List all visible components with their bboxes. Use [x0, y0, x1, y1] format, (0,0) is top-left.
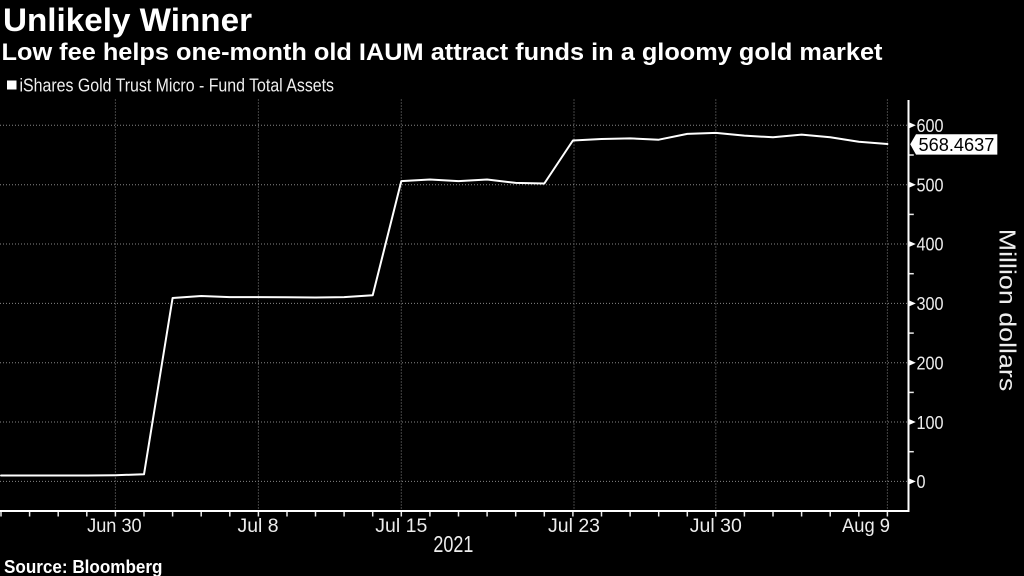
svg-text:600: 600: [917, 115, 944, 136]
svg-text:100: 100: [917, 412, 944, 433]
svg-text:Jul 15: Jul 15: [375, 515, 427, 537]
svg-text:2021: 2021: [433, 531, 473, 557]
svg-text:300: 300: [917, 293, 944, 314]
svg-text:Million dollars: Million dollars: [995, 229, 1021, 392]
svg-text:400: 400: [917, 234, 944, 255]
svg-text:568.4637: 568.4637: [919, 135, 995, 155]
svg-text:Jul 8: Jul 8: [238, 515, 279, 537]
svg-text:Aug 9: Aug 9: [842, 515, 890, 537]
svg-text:500: 500: [917, 174, 944, 195]
svg-text:Jul 23: Jul 23: [548, 515, 600, 537]
svg-text:Jul 30: Jul 30: [690, 515, 742, 537]
svg-text:200: 200: [917, 352, 944, 373]
svg-text:0: 0: [917, 471, 926, 492]
svg-text:Unlikely Winner: Unlikely Winner: [3, 2, 252, 38]
svg-text:Jun 30: Jun 30: [87, 515, 142, 537]
svg-text:Low fee helps one-month old IA: Low fee helps one-month old IAUM attract…: [2, 39, 883, 66]
svg-text:iShares Gold Trust Micro - Fun: iShares Gold Trust Micro - Fund Total As…: [20, 76, 335, 96]
svg-text:Source: Bloomberg: Source: Bloomberg: [4, 556, 163, 576]
